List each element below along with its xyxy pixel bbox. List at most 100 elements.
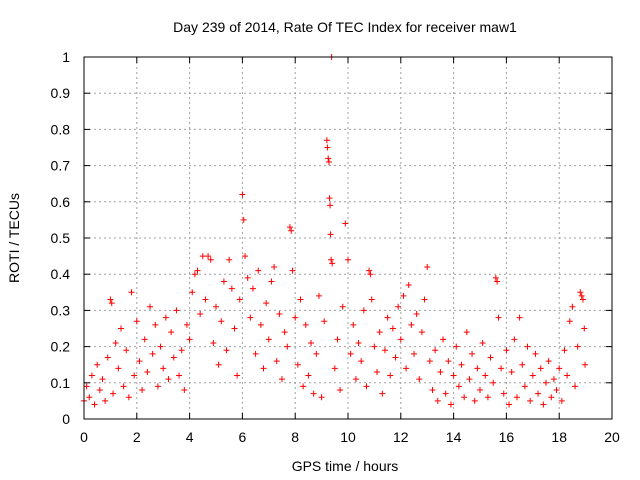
- data-point: [461, 394, 468, 401]
- data-point: [162, 314, 169, 321]
- data-point: [532, 350, 539, 357]
- data-point: [447, 401, 454, 408]
- data-point: [239, 191, 246, 198]
- data-point: [181, 387, 188, 394]
- data-point: [149, 350, 156, 357]
- data-point: [292, 314, 299, 321]
- y-tick-label: 0.3: [51, 302, 71, 318]
- data-point: [297, 296, 304, 303]
- data-point: [450, 372, 457, 379]
- data-point: [173, 307, 180, 314]
- data-point: [440, 336, 447, 343]
- data-point: [511, 336, 518, 343]
- data-point: [498, 365, 505, 372]
- data-point: [107, 296, 114, 303]
- data-point: [574, 343, 581, 350]
- data-point: [455, 383, 462, 390]
- data-point: [331, 365, 338, 372]
- data-point: [281, 329, 288, 336]
- data-point: [581, 325, 588, 332]
- y-tick-label: 0.7: [51, 158, 71, 174]
- data-point: [434, 397, 441, 404]
- data-point: [413, 311, 420, 318]
- data-point: [226, 256, 233, 263]
- data-point: [96, 387, 103, 394]
- data-point: [416, 376, 423, 383]
- data-point: [318, 394, 325, 401]
- data-point: [437, 368, 444, 375]
- data-point: [223, 347, 230, 354]
- data-point: [147, 303, 153, 310]
- data-point: [418, 329, 425, 336]
- data-point: [236, 296, 243, 303]
- data-point: [426, 358, 433, 365]
- data-point: [178, 347, 185, 354]
- data-point: [363, 383, 370, 390]
- data-point: [495, 314, 502, 321]
- x-tick-labels: 0 2 4 6 8 10 12 14 16 18 20: [80, 429, 620, 445]
- data-point: [395, 303, 402, 310]
- data-point: [548, 394, 555, 401]
- data-point: [88, 372, 95, 379]
- data-point: [328, 256, 335, 263]
- data-point: [154, 383, 161, 390]
- data-point: [506, 401, 513, 408]
- data-point: [411, 350, 417, 357]
- data-point: [139, 387, 146, 394]
- data-point: [553, 387, 560, 394]
- data-point: [350, 321, 357, 328]
- data-point: [564, 372, 571, 379]
- data-point: [260, 365, 267, 372]
- data-point: [108, 300, 115, 307]
- x-tick-label: 20: [604, 429, 620, 445]
- data-point: [170, 354, 177, 361]
- data-point: [207, 256, 214, 263]
- data-point: [83, 383, 90, 390]
- data-points: [81, 54, 589, 408]
- data-point: [300, 383, 307, 390]
- data-point: [458, 361, 465, 368]
- data-point: [205, 253, 212, 260]
- data-point: [194, 267, 201, 274]
- data-point: [144, 368, 151, 375]
- data-point: [210, 339, 217, 346]
- y-tick-labels: 0 0.1 0.2 0.3 0.4 0.5 0.6 0.7 0.8 0.9 1: [51, 49, 71, 427]
- data-point: [242, 253, 249, 260]
- data-point: [218, 318, 225, 325]
- data-point: [228, 285, 235, 292]
- data-point: [305, 372, 312, 379]
- data-point: [313, 350, 320, 357]
- data-point: [384, 314, 391, 321]
- data-point: [477, 387, 483, 394]
- data-point: [339, 303, 346, 310]
- data-point: [540, 401, 547, 408]
- data-point: [463, 329, 470, 336]
- data-point: [445, 358, 452, 365]
- data-point: [360, 307, 367, 314]
- y-tick-label: 0.1: [51, 375, 71, 391]
- data-point: [374, 368, 381, 375]
- data-point: [490, 379, 497, 386]
- data-point: [527, 397, 534, 404]
- data-point: [545, 358, 552, 365]
- data-point: [337, 387, 344, 394]
- data-point: [99, 376, 106, 383]
- data-point: [400, 292, 407, 299]
- data-point: [537, 365, 544, 372]
- data-point: [376, 329, 383, 336]
- data-point: [128, 289, 135, 296]
- data-point: [389, 325, 396, 332]
- data-point: [215, 361, 222, 368]
- data-point: [561, 347, 568, 354]
- data-point: [327, 231, 334, 238]
- y-tick-label: 0.4: [51, 266, 71, 282]
- data-point: [199, 253, 206, 260]
- data-point: [484, 394, 491, 401]
- data-point: [550, 376, 557, 383]
- data-point: [424, 263, 431, 270]
- data-point: [302, 321, 309, 328]
- data-point: [220, 278, 227, 285]
- data-point: [403, 365, 410, 372]
- x-tick-label: 18: [551, 429, 567, 445]
